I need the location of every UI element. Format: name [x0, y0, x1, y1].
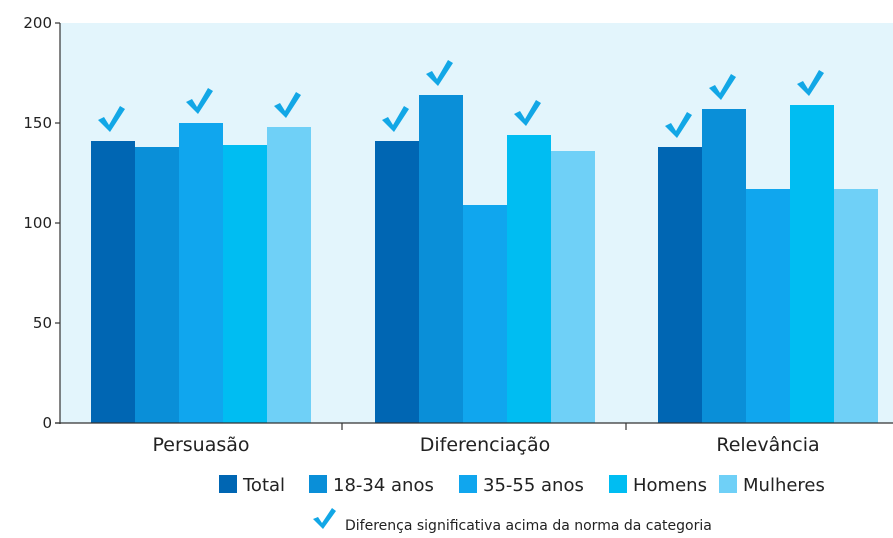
note-label: Diferença significativa acima da norma d… [345, 518, 712, 534]
category-labels: Persuasão Diferenciação Relevância [152, 434, 819, 456]
legend-label: Total [242, 475, 285, 496]
bar-2-3 [463, 205, 507, 423]
bars-group [91, 95, 878, 423]
bar-1-3 [179, 123, 223, 423]
bar-1-4 [223, 145, 267, 423]
bar-2-4 [507, 135, 551, 423]
legend-item: 18-34 anos [309, 475, 434, 496]
bar-1-5 [267, 127, 311, 423]
y-tick-label: 200 [23, 14, 52, 32]
check-icon [382, 106, 409, 132]
legend-label: 35-55 anos [483, 475, 584, 496]
y-tick-labels: 0 50 100 150 200 [23, 14, 52, 432]
check-icon [797, 70, 824, 96]
check-marks-group [98, 60, 824, 138]
bar-2-2 [419, 95, 463, 423]
legend-swatch [609, 475, 627, 493]
y-tick-label: 100 [23, 214, 52, 232]
bar-2-5 [551, 151, 595, 423]
y-tick-label: 150 [23, 114, 52, 132]
category-label: Persuasão [152, 434, 249, 456]
check-icon [426, 60, 453, 86]
category-label: Relevância [716, 434, 819, 456]
legend-item: 35-55 anos [459, 475, 584, 496]
legend-swatch [719, 475, 737, 493]
legend-swatch [309, 475, 327, 493]
bar-3-2 [702, 109, 746, 423]
check-icon [709, 74, 736, 100]
legend-swatch [219, 475, 237, 493]
significance-note: Diferença significativa acima da norma d… [313, 508, 712, 534]
check-icon [274, 92, 301, 118]
legend: Total 18-34 anos 35-55 anos Homens Mulheres [219, 475, 825, 496]
legend-label: 18-34 anos [333, 475, 434, 496]
axes-group [55, 22, 893, 430]
legend-item: Total [219, 475, 285, 496]
check-icon [186, 88, 213, 114]
check-icon [98, 106, 125, 132]
check-icon [514, 100, 541, 126]
check-icon [665, 112, 692, 138]
y-tick-label: 50 [33, 314, 52, 332]
check-icon [313, 508, 336, 529]
bar-1-2 [135, 147, 179, 423]
bar-3-5 [834, 189, 878, 423]
legend-swatch [459, 475, 477, 493]
bar-3-3 [746, 189, 790, 423]
category-label: Diferenciação [420, 434, 551, 456]
legend-item: Mulheres [719, 475, 825, 496]
bar-3-1 [658, 147, 702, 423]
bar-1-1 [91, 141, 135, 423]
legend-label: Homens [633, 475, 707, 496]
bar-3-4 [790, 105, 834, 423]
legend-label: Mulheres [743, 475, 825, 496]
legend-item: Homens [609, 475, 707, 496]
bar-2-1 [375, 141, 419, 423]
y-tick-label: 0 [42, 414, 52, 432]
